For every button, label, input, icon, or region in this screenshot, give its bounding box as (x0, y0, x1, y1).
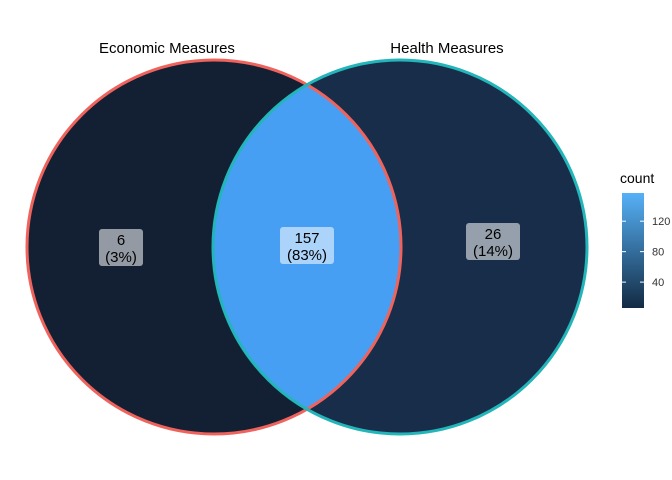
count-legend: count 40 80 120 (620, 170, 670, 308)
legend-tick-label: 120 (652, 216, 670, 228)
intersection-label: 157 (83%) (280, 227, 334, 264)
legend-tick-label: 40 (652, 277, 664, 289)
health-only-percent: (14%) (473, 243, 513, 260)
economic-measures-circle (25, 58, 403, 436)
health-only-label: 26 (14%) (466, 223, 520, 260)
health-measures-circle (211, 58, 589, 436)
legend-colorbar (622, 193, 644, 308)
legend-tick-label: 80 (652, 247, 664, 259)
economic-only-percent: (3%) (105, 249, 137, 266)
health-only-count: 26 (485, 226, 502, 243)
economic-only-label: 6 (3%) (99, 229, 143, 266)
economic-measures-title: Economic Measures (99, 40, 235, 57)
intersection-count: 157 (294, 230, 319, 247)
legend-title: count (620, 170, 654, 186)
economic-only-count: 6 (117, 232, 125, 249)
health-measures-title: Health Measures (390, 40, 503, 57)
intersection-percent: (83%) (287, 247, 327, 264)
